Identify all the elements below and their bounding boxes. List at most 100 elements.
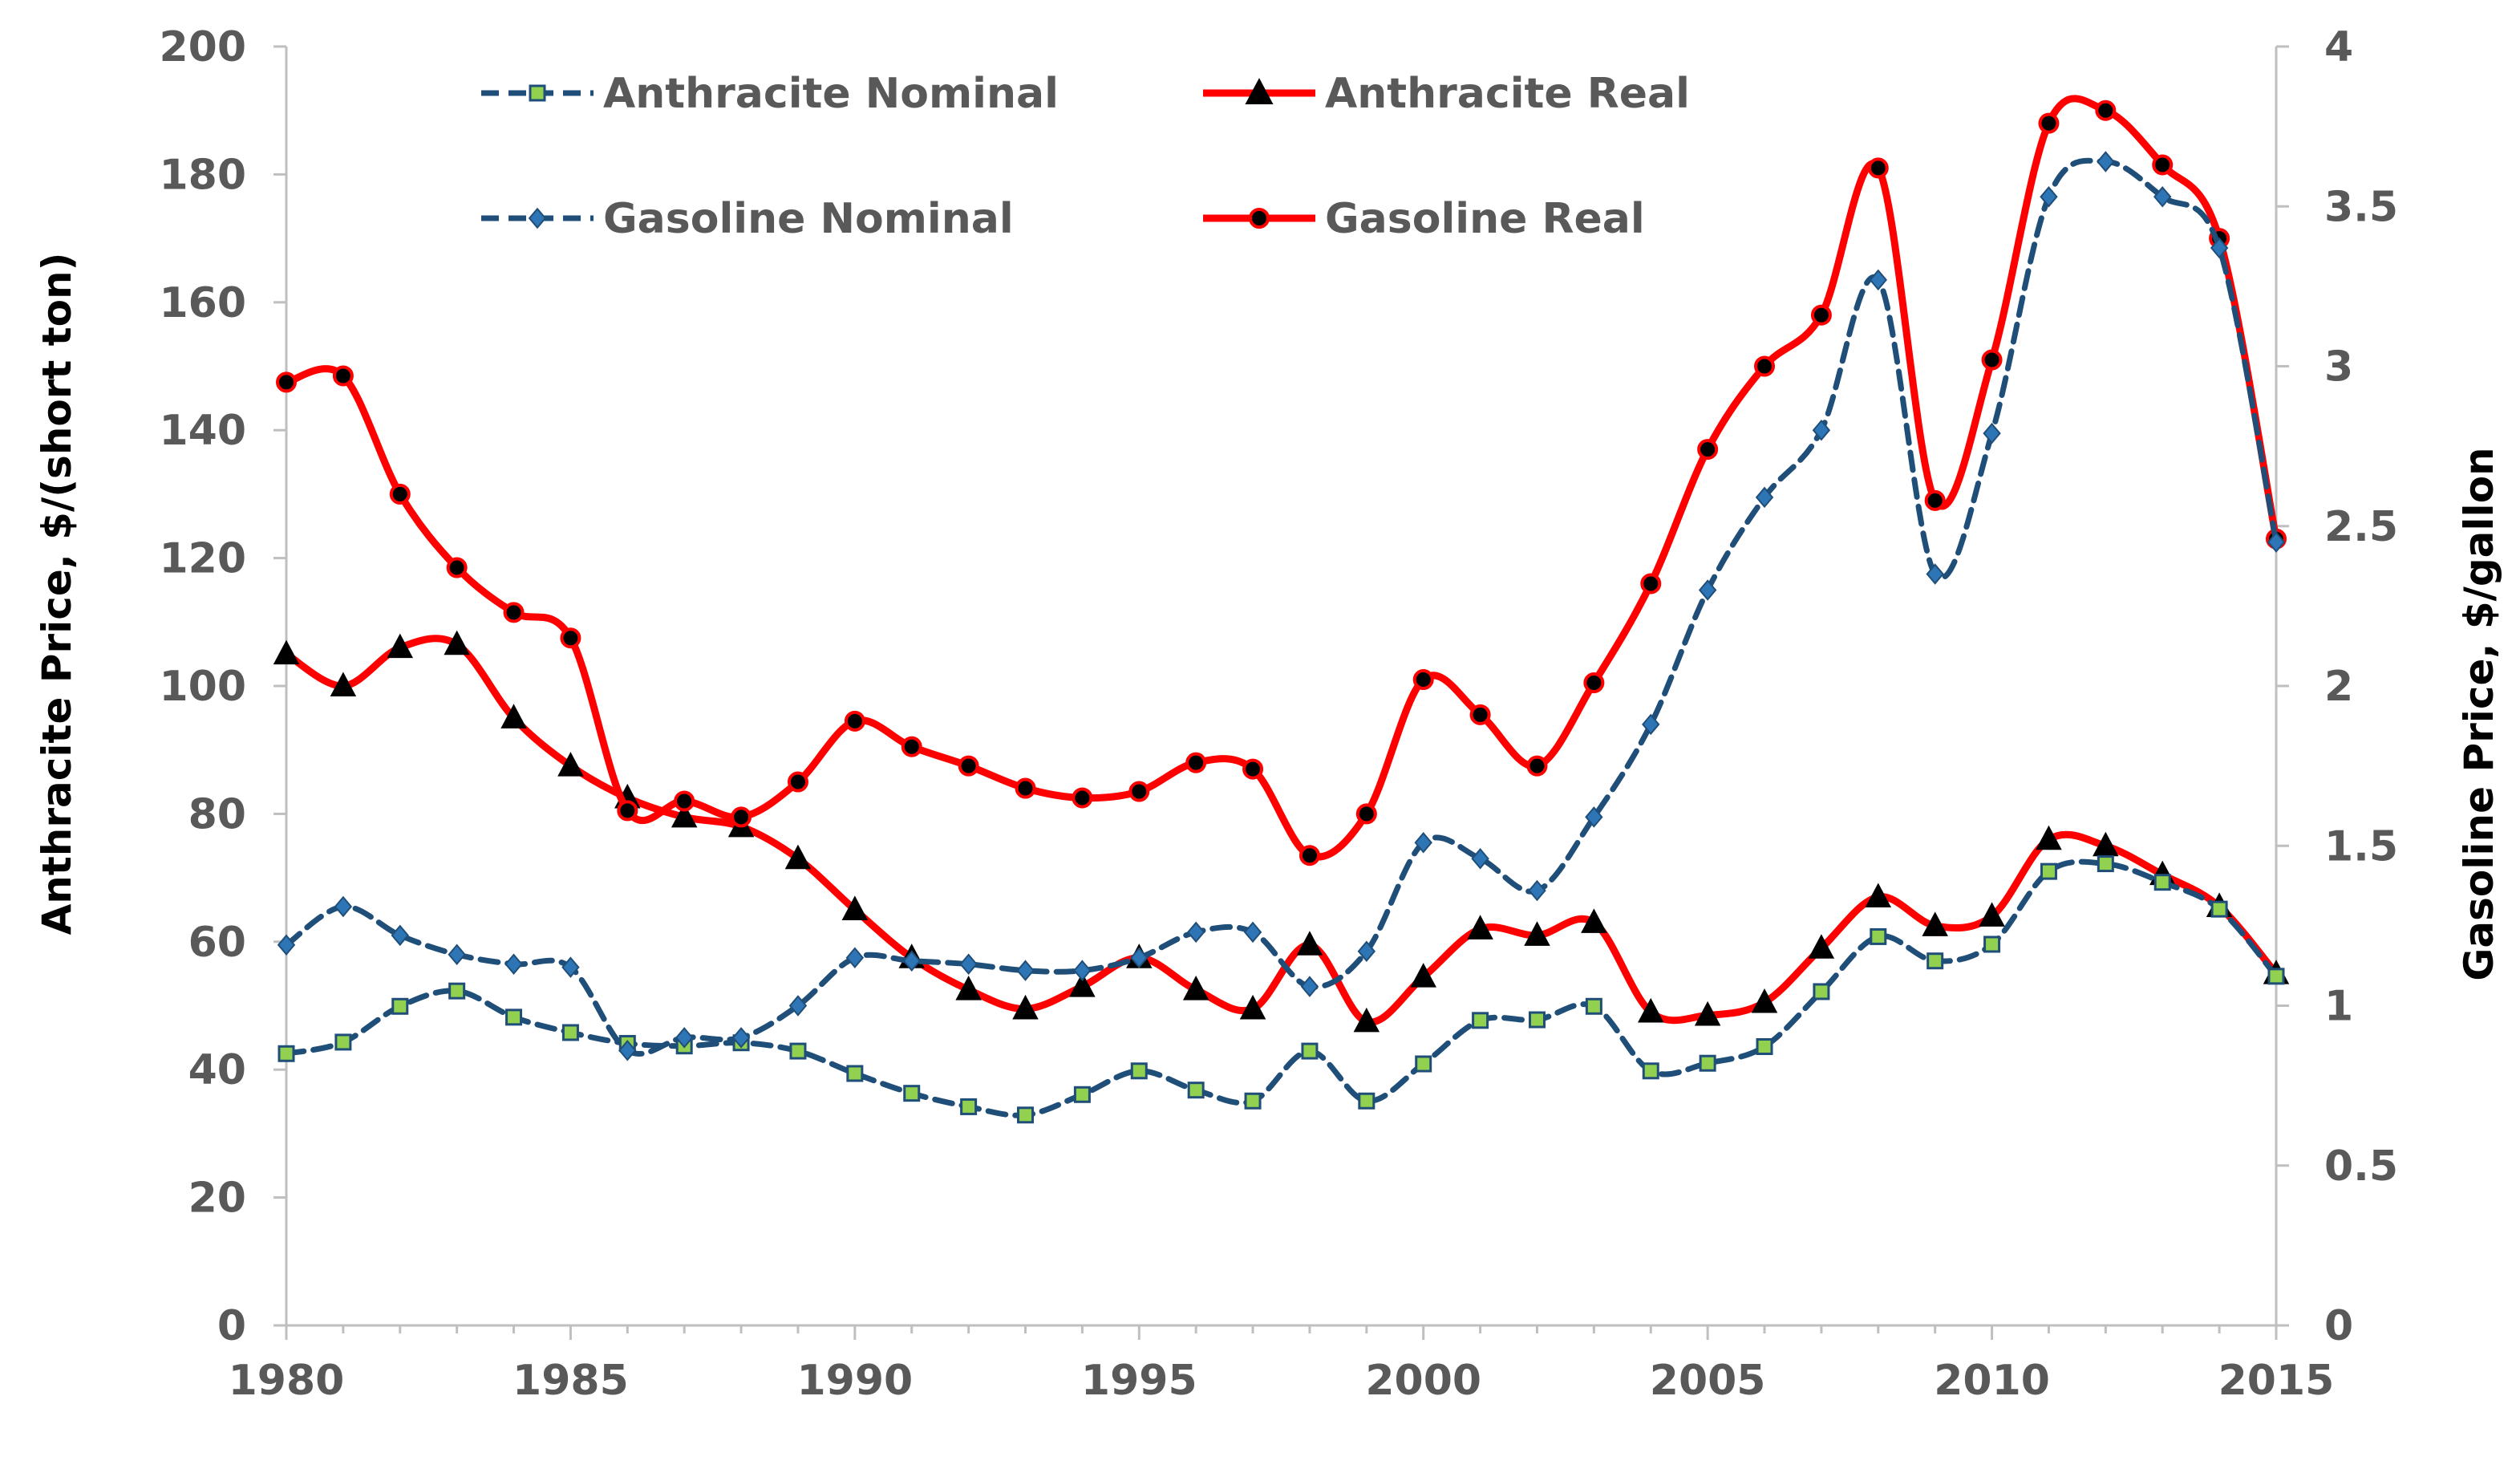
- x-tick-label: 2010: [1934, 1357, 2050, 1405]
- gasoline-real-point: [389, 483, 411, 505]
- gasoline-real-point: [1015, 777, 1036, 799]
- anthracite-real-point: [1979, 902, 2005, 927]
- x-tick-label: 1985: [513, 1357, 629, 1405]
- anthracite-real-point: [1353, 1007, 1380, 1033]
- anthracite-real-point: [1638, 997, 1664, 1023]
- anthracite-nominal-point: [846, 1065, 864, 1082]
- anthracite-real-point: [273, 639, 300, 665]
- anthracite-real-point: [1694, 1000, 1721, 1026]
- legend-item-gasoline-nominal: Gasoline Nominal: [481, 195, 1014, 243]
- gasoline-nominal-point: [1300, 976, 1319, 997]
- x-tick-label: 1980: [229, 1357, 345, 1405]
- y-tick-label: 120: [159, 535, 246, 583]
- gasoline-real-point: [1072, 787, 1093, 809]
- legend-item-anthracite-real: Anthracite Real: [1203, 70, 1690, 118]
- y2-tick-label: 0: [2324, 1302, 2353, 1350]
- gasoline-nominal-point: [1186, 921, 1205, 944]
- gasoline-real-point: [1640, 573, 1662, 595]
- gasoline-real-point: [844, 710, 865, 732]
- anthracite-real-point: [671, 802, 698, 828]
- legend-item-gasoline-real: Gasoline Real: [1203, 195, 1645, 243]
- anthracite-nominal-point: [1813, 983, 1830, 1000]
- gasoline-real-series: [276, 95, 2287, 866]
- gasoline-nominal-point: [1869, 269, 1888, 291]
- anthracite-nominal-point: [2153, 874, 2171, 891]
- y-tick-label: 20: [188, 1175, 246, 1223]
- gasoline-real-point: [958, 755, 979, 777]
- anthracite-real-point: [955, 976, 982, 1000]
- gasoline-nominal-point: [1016, 960, 1035, 981]
- gasoline-nominal-point: [277, 934, 296, 956]
- anthracite-nominal-point: [789, 1042, 807, 1060]
- anthracite-nominal-point: [278, 1045, 295, 1062]
- gasoline-real-point: [1810, 304, 1832, 326]
- anthracite-real-point: [1296, 931, 1323, 956]
- anthracite-nominal-point: [1756, 1038, 1773, 1056]
- gasoline-nominal-point: [2267, 531, 2286, 553]
- anthracite-nominal-point: [2267, 968, 2285, 985]
- anthracite-nominal-point: [960, 1098, 978, 1115]
- anthracite-nominal-point: [1301, 1042, 1319, 1060]
- gasoline-nominal-point: [1414, 832, 1432, 854]
- anthracite-nominal-point: [1415, 1055, 1432, 1073]
- legend: Anthracite Nominal Anthracite Real Gasolin…: [481, 70, 1690, 243]
- anthracite-nominal-point: [1585, 997, 1602, 1015]
- legend-marker: [529, 84, 546, 102]
- gasoline-nominal-point: [788, 995, 808, 1017]
- gasoline-nominal-point: [391, 924, 409, 947]
- anthracite-real-point: [1865, 883, 1892, 908]
- axes: 02040608010012014016018020000.511.522.53…: [159, 23, 2398, 1405]
- gasoline-real-point: [674, 790, 695, 812]
- gasoline-nominal-point: [2097, 151, 2115, 172]
- gasoline-nominal-point: [1642, 713, 1660, 736]
- y-tick-label: 0: [217, 1302, 246, 1350]
- gasoline-nominal-point: [448, 944, 466, 965]
- anthracite-real-point: [444, 630, 470, 655]
- gasoline-nominal-point: [731, 1027, 751, 1049]
- gasoline-nominal-point: [2153, 186, 2172, 208]
- anthracite-nominal-point: [1528, 1011, 1546, 1029]
- gasoline-nominal-point: [845, 947, 865, 968]
- gasoline-real-point: [1412, 669, 1434, 691]
- anthracite-real-point: [1182, 976, 1209, 1000]
- y-tick-label: 200: [159, 23, 246, 71]
- anthracite-nominal-point: [1472, 1012, 1489, 1029]
- anthracite-nominal-point: [1073, 1086, 1091, 1103]
- gasoline-real-point: [1298, 845, 1320, 866]
- anthracite-nominal-point: [2210, 900, 2228, 918]
- gasoline-nominal-point: [618, 1040, 637, 1061]
- y2-axis-title: Gasoline Price, $/gallon: [2456, 447, 2502, 980]
- anthracite-real-point: [2093, 831, 2119, 857]
- gasoline-nominal-point: [1812, 419, 1831, 441]
- anthracite-nominal-point: [1642, 1062, 1659, 1080]
- anthracite-real-point: [1069, 972, 1096, 997]
- gasoline-real-point: [332, 365, 354, 387]
- gasoline-nominal-point: [1528, 879, 1546, 902]
- anthracite-real-point: [1808, 934, 1835, 959]
- legend-marker: [1249, 208, 1270, 229]
- anthracite-nominal-point: [391, 997, 409, 1015]
- x-tick-label: 2015: [2218, 1357, 2335, 1405]
- gasoline-real-point: [1185, 752, 1207, 773]
- gasoline-nominal-point: [1926, 563, 1944, 585]
- gasoline-nominal-series: [277, 151, 2286, 1061]
- anthracite-real-point: [557, 752, 584, 777]
- anthracite-nominal-point: [1983, 935, 2001, 953]
- anthracite-real-point: [387, 633, 414, 659]
- anthracite-nominal-point: [1244, 1092, 1262, 1110]
- anthracite-real-point: [1524, 921, 1550, 946]
- legend-label: Anthracite Real: [1325, 70, 1690, 118]
- gasoline-real-point: [276, 371, 297, 393]
- gasoline-real-point: [1469, 704, 1491, 725]
- anthracite-nominal-point: [2097, 855, 2114, 873]
- anthracite-nominal-point: [1926, 952, 1944, 970]
- anthracite-real-point: [1410, 963, 1436, 988]
- y2-tick-label: 1: [2324, 983, 2353, 1031]
- gasoline-nominal-point: [2210, 237, 2229, 259]
- gasoline-nominal-point: [1755, 486, 1774, 509]
- gasoline-real-point: [1128, 781, 1150, 802]
- anthracite-real-point: [784, 844, 812, 870]
- gasoline-real-point: [560, 627, 581, 649]
